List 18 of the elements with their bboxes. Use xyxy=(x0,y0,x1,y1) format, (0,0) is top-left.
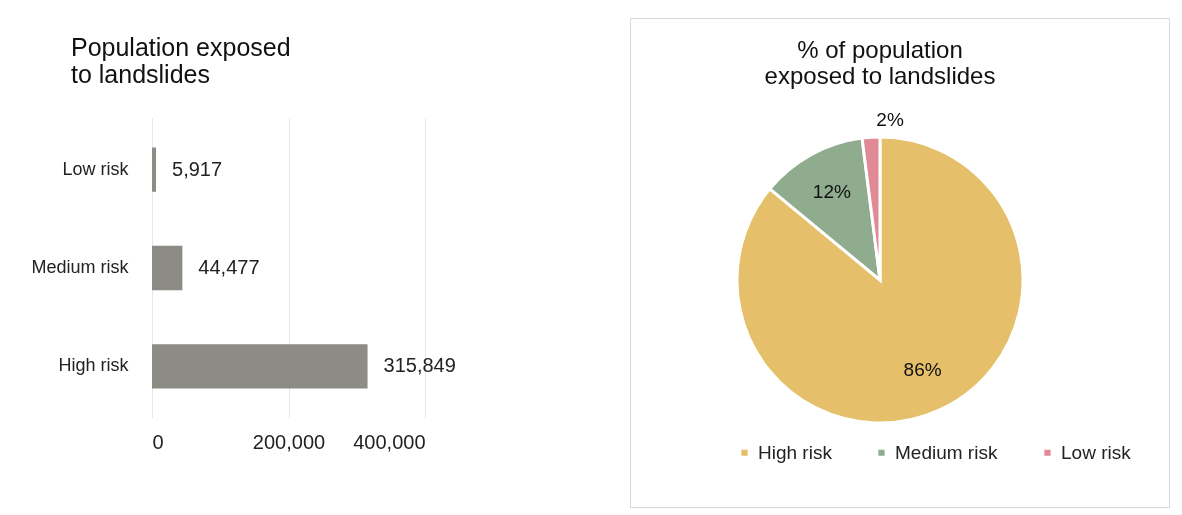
x-tick-label: 0 xyxy=(152,430,164,453)
y-tick-label: High risk xyxy=(58,355,130,376)
legend-label: Medium risk xyxy=(895,441,998,463)
legend-label: Low risk xyxy=(1061,441,1132,463)
chart-title: Population exposed to landslides xyxy=(70,33,291,88)
x-tick-label: 200,000 xyxy=(252,430,326,453)
data-label: 2% xyxy=(876,109,904,131)
data-label: 315,849 xyxy=(383,354,456,377)
data-label: 5,917 xyxy=(172,157,223,180)
legend-label: High risk xyxy=(758,441,833,463)
x-tick-label: 400,000 xyxy=(353,430,426,453)
data-label: 86% xyxy=(903,359,942,381)
chart-title: % of population exposed to landslides xyxy=(764,36,996,90)
data-label: 44,477 xyxy=(198,256,260,278)
data-label: 12% xyxy=(812,181,851,203)
y-tick-label: Medium risk xyxy=(31,257,130,277)
y-tick-label: Low risk xyxy=(62,158,130,179)
pie-slice xyxy=(735,135,1025,425)
